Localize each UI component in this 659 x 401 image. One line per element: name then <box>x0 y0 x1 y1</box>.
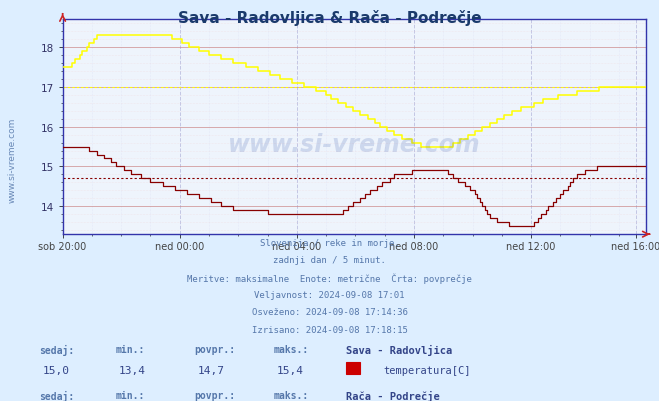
Text: Osveženo: 2024-09-08 17:14:36: Osveženo: 2024-09-08 17:14:36 <box>252 308 407 316</box>
Text: min.:: min.: <box>115 390 145 400</box>
Text: Slovenija / reke in morje.: Slovenija / reke in morje. <box>260 239 399 247</box>
Text: Meritve: maksimalne  Enote: metrične  Črta: povprečje: Meritve: maksimalne Enote: metrične Črta… <box>187 273 472 284</box>
Text: Izrisano: 2024-09-08 17:18:15: Izrisano: 2024-09-08 17:18:15 <box>252 325 407 334</box>
Text: 13,4: 13,4 <box>119 365 145 375</box>
Text: Rača - Podrečje: Rača - Podrečje <box>346 390 440 401</box>
Text: Sava - Radovljica & Rača - Podrečje: Sava - Radovljica & Rača - Podrečje <box>178 10 481 26</box>
Text: 15,4: 15,4 <box>277 365 303 375</box>
Text: maks.:: maks.: <box>273 344 308 354</box>
Text: 14,7: 14,7 <box>198 365 224 375</box>
Text: zadnji dan / 5 minut.: zadnji dan / 5 minut. <box>273 256 386 265</box>
Text: povpr.:: povpr.: <box>194 390 235 400</box>
Text: povpr.:: povpr.: <box>194 344 235 354</box>
Text: sedaj:: sedaj: <box>40 390 74 401</box>
Text: temperatura[C]: temperatura[C] <box>384 365 471 375</box>
Text: sedaj:: sedaj: <box>40 344 74 355</box>
Text: min.:: min.: <box>115 344 145 354</box>
Text: www.si-vreme.com: www.si-vreme.com <box>228 132 480 156</box>
Text: 15,0: 15,0 <box>43 365 69 375</box>
Text: maks.:: maks.: <box>273 390 308 400</box>
Text: www.si-vreme.com: www.si-vreme.com <box>7 118 16 203</box>
Text: Sava - Radovljica: Sava - Radovljica <box>346 344 452 355</box>
Text: Veljavnost: 2024-09-08 17:01: Veljavnost: 2024-09-08 17:01 <box>254 290 405 299</box>
